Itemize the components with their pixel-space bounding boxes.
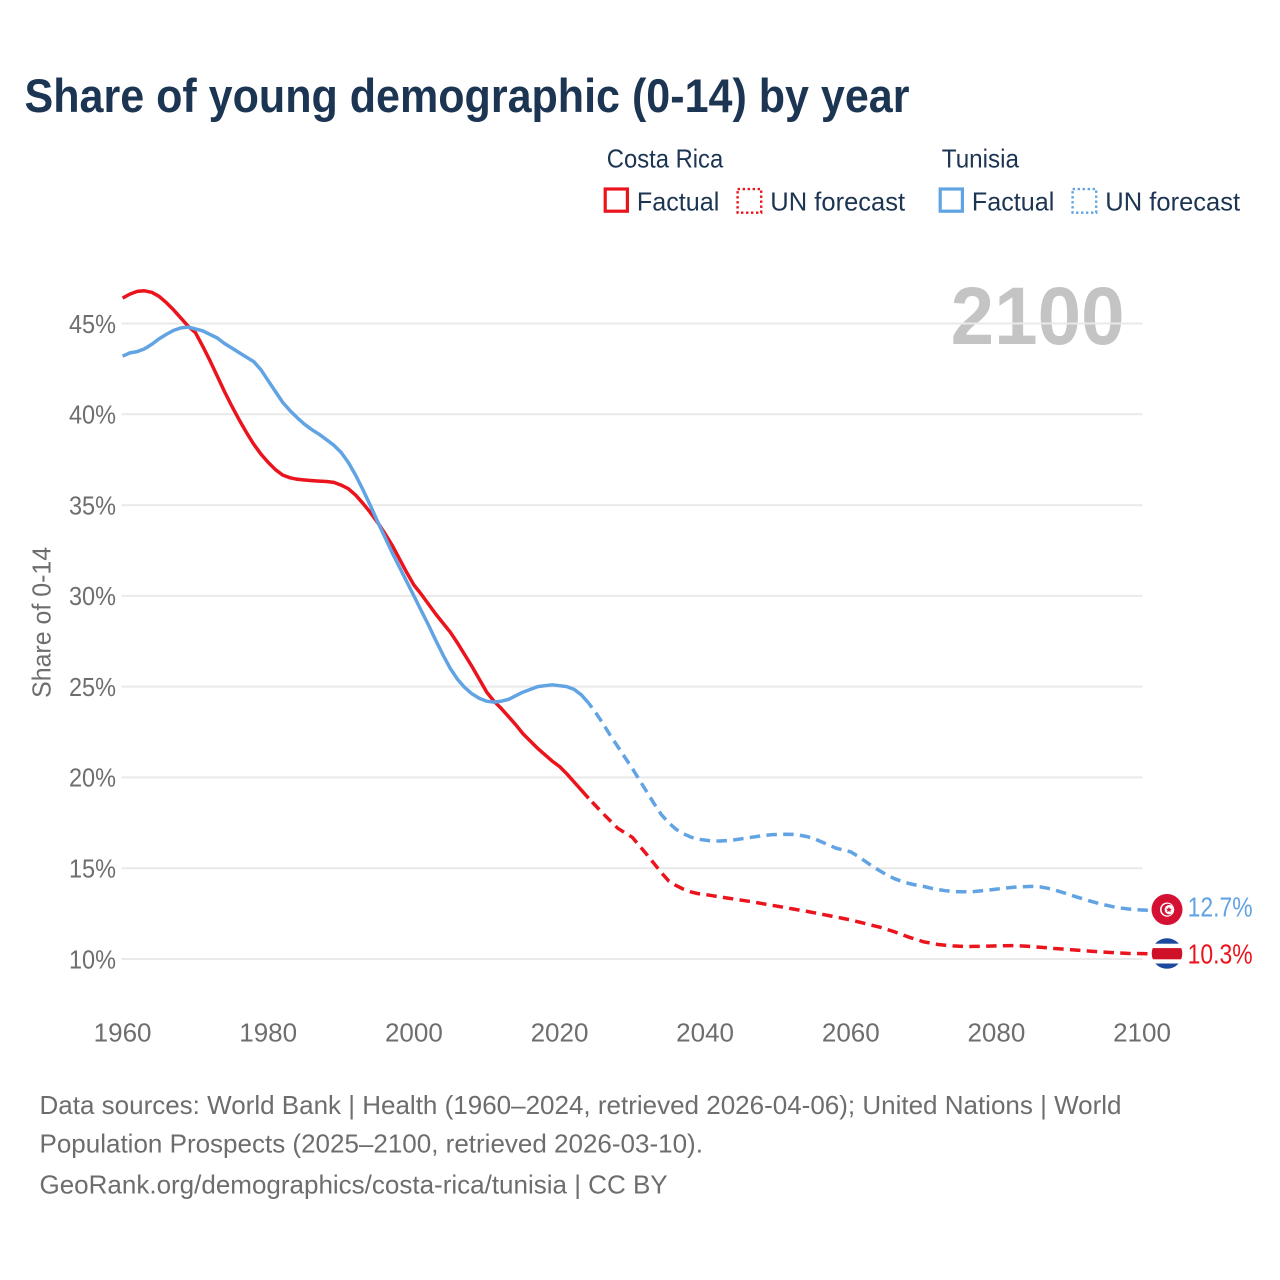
svg-text:Factual: Factual bbox=[637, 187, 719, 217]
svg-text:Costa Rica: Costa Rica bbox=[607, 144, 724, 174]
svg-text:25%: 25% bbox=[69, 672, 116, 702]
svg-text:2000: 2000 bbox=[385, 1018, 443, 1048]
svg-text:35%: 35% bbox=[69, 490, 116, 520]
svg-text:15%: 15% bbox=[69, 854, 116, 884]
svg-text:UN forecast: UN forecast bbox=[770, 187, 906, 217]
svg-text:Share of young demographic (0-: Share of young demographic (0-14) by yea… bbox=[25, 69, 910, 122]
svg-text:10.3%: 10.3% bbox=[1188, 938, 1253, 969]
svg-text:40%: 40% bbox=[69, 400, 116, 430]
svg-text:2100: 2100 bbox=[951, 271, 1125, 362]
svg-text:2060: 2060 bbox=[822, 1018, 880, 1048]
svg-text:20%: 20% bbox=[69, 763, 116, 793]
svg-text:Factual: Factual bbox=[972, 187, 1054, 217]
svg-text:12.7%: 12.7% bbox=[1188, 892, 1253, 923]
svg-text:10%: 10% bbox=[69, 944, 116, 974]
svg-text:Share of 0-14: Share of 0-14 bbox=[27, 547, 57, 698]
svg-text:2100: 2100 bbox=[1113, 1018, 1171, 1048]
svg-text:2020: 2020 bbox=[531, 1018, 589, 1048]
svg-text:Tunisia: Tunisia bbox=[942, 144, 1020, 174]
svg-text:2040: 2040 bbox=[676, 1018, 734, 1048]
svg-text:1960: 1960 bbox=[94, 1018, 152, 1048]
svg-text:GeoRank.org/demographics/costa: GeoRank.org/demographics/costa-rica/tuni… bbox=[40, 1170, 668, 1200]
svg-text:2080: 2080 bbox=[967, 1018, 1025, 1048]
svg-text:UN forecast: UN forecast bbox=[1105, 187, 1241, 217]
svg-text:Data sources: World Bank | Hea: Data sources: World Bank | Health (1960–… bbox=[40, 1090, 1122, 1120]
svg-text:Population Prospects (2025–210: Population Prospects (2025–2100, retriev… bbox=[40, 1129, 703, 1159]
svg-text:1980: 1980 bbox=[239, 1018, 297, 1048]
svg-text:45%: 45% bbox=[69, 309, 116, 339]
svg-text:30%: 30% bbox=[69, 581, 116, 611]
